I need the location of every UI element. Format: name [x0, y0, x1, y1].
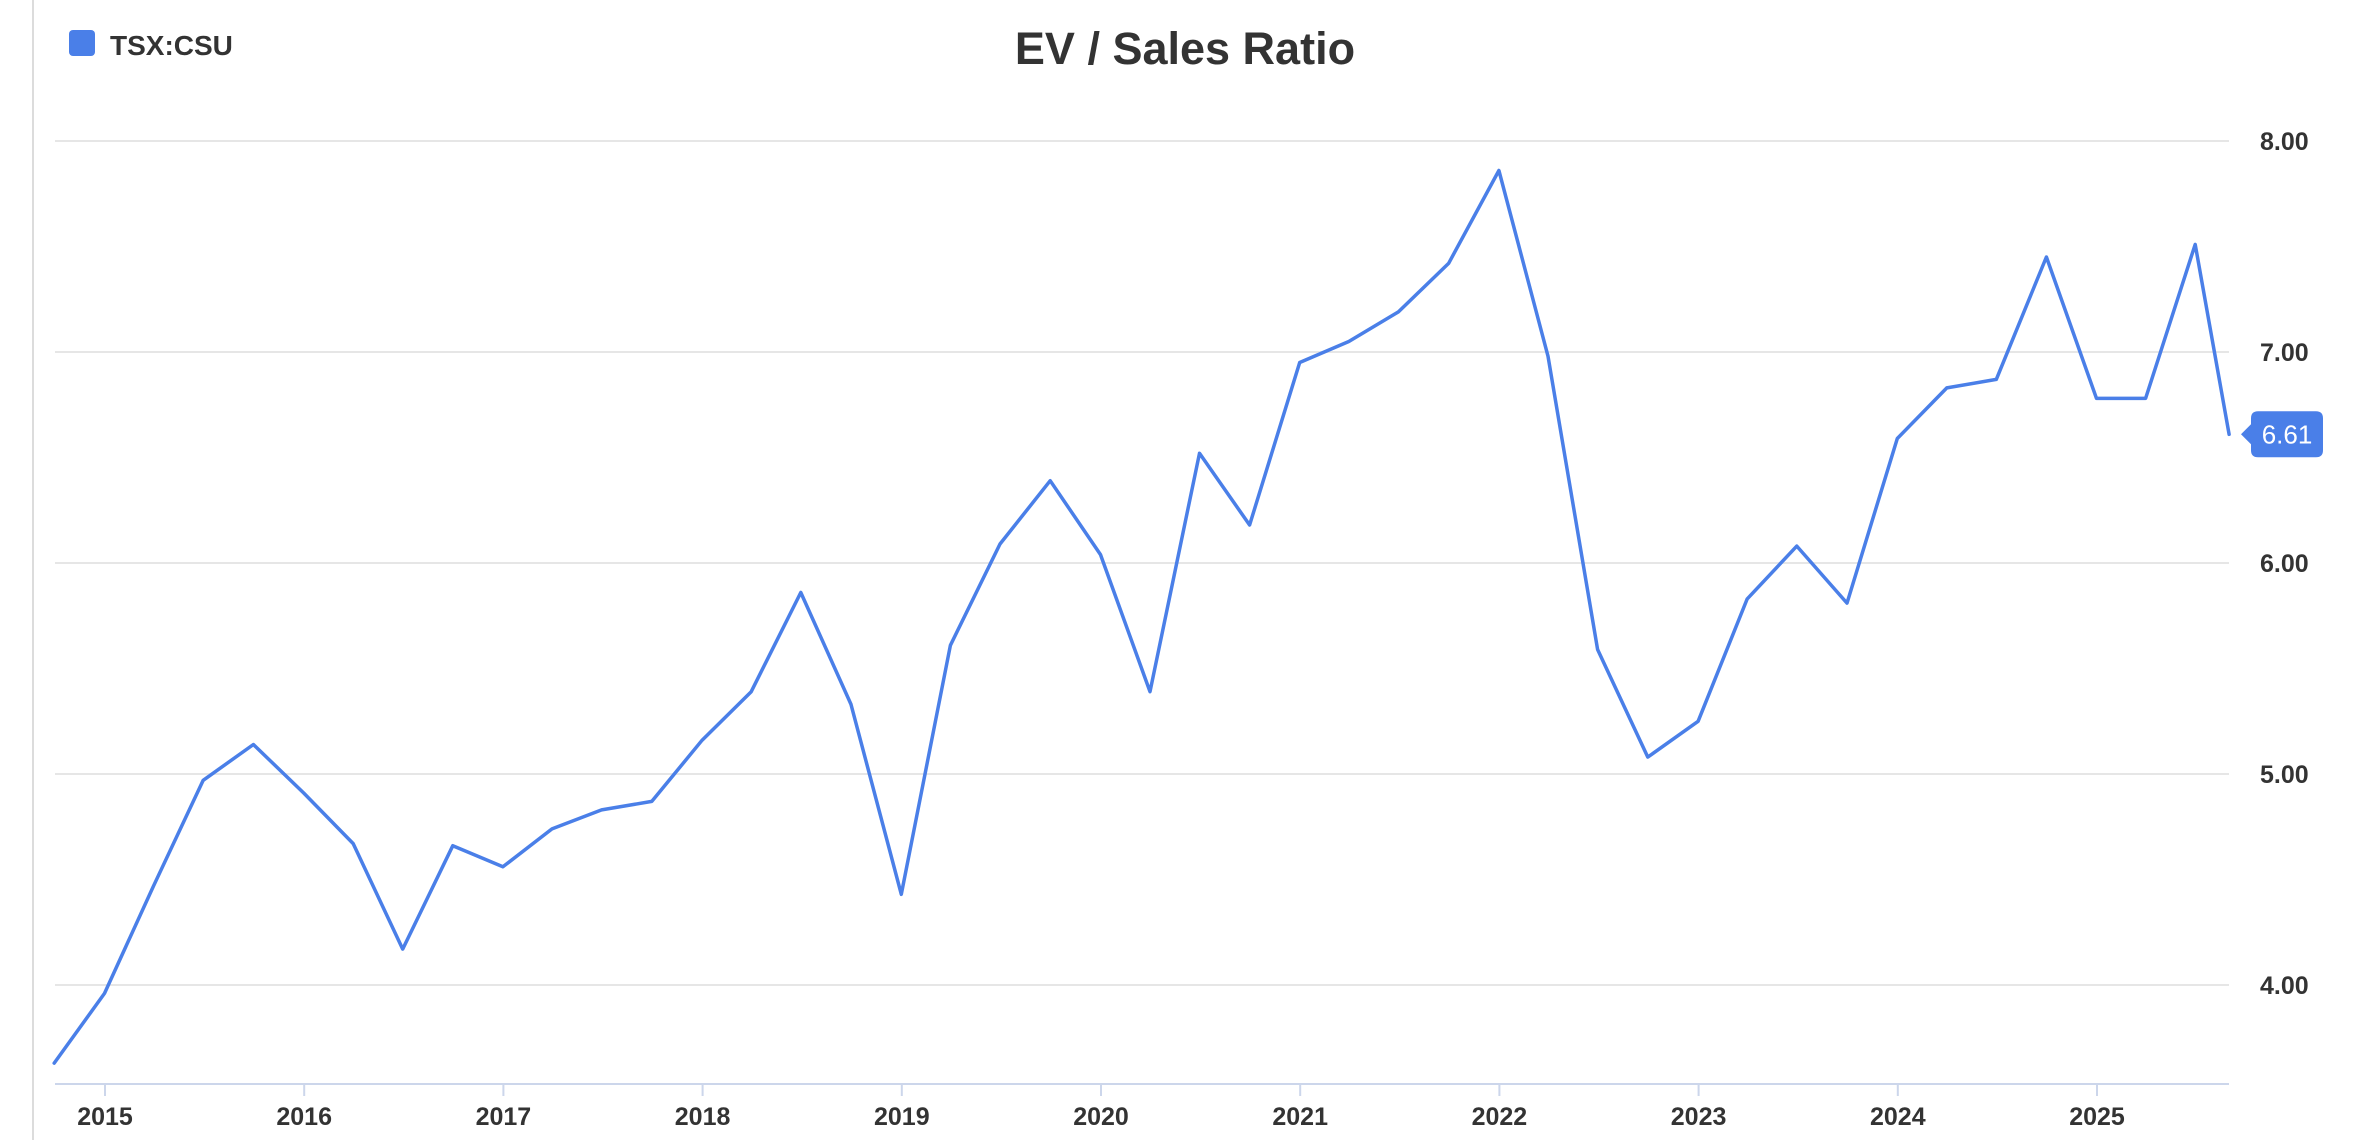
x-tick-label: 2015	[77, 1103, 133, 1131]
series-line-tsx-csu	[52, 168, 2231, 1065]
y-tick-label: 5.00	[2260, 761, 2309, 789]
x-tick-label: 2021	[1272, 1103, 1328, 1131]
callout-value: 6.61	[2262, 419, 2313, 449]
y-tick-label: 4.00	[2260, 972, 2309, 1000]
x-tick-label: 2022	[1472, 1103, 1528, 1131]
x-tick-label: 2019	[874, 1103, 930, 1131]
x-tick-label: 2018	[675, 1103, 731, 1131]
y-tick-label: 8.00	[2260, 128, 2309, 156]
x-axis-ticks: 2015 2016 2017 2018 2019 2020 2021 2022 2023 2024…	[77, 1084, 2125, 1131]
x-tick-label: 2023	[1671, 1103, 1727, 1131]
y-axis-ticks: 8.00 7.00 6.00 5.00 4.00	[2260, 128, 2309, 1000]
legend-label-tsx-csu: TSX:CSU	[110, 30, 233, 61]
x-tick-label: 2017	[476, 1103, 532, 1131]
x-tick-label: 2025	[2069, 1103, 2125, 1131]
x-tick-label: 2024	[1870, 1103, 1926, 1131]
x-tick-label: 2016	[276, 1103, 332, 1131]
callout-background	[2241, 411, 2323, 458]
legend-swatch	[69, 30, 95, 56]
y-tick-label: 6.00	[2260, 550, 2309, 578]
last-value-callout: 6.61	[2241, 411, 2323, 458]
legend[interactable]: TSX:CSU	[69, 30, 233, 61]
y-tick-label: 7.00	[2260, 339, 2309, 367]
grid-lines	[55, 140, 2229, 986]
chart-title: EV / Sales Ratio	[1015, 23, 1355, 74]
x-tick-label: 2020	[1073, 1103, 1129, 1131]
